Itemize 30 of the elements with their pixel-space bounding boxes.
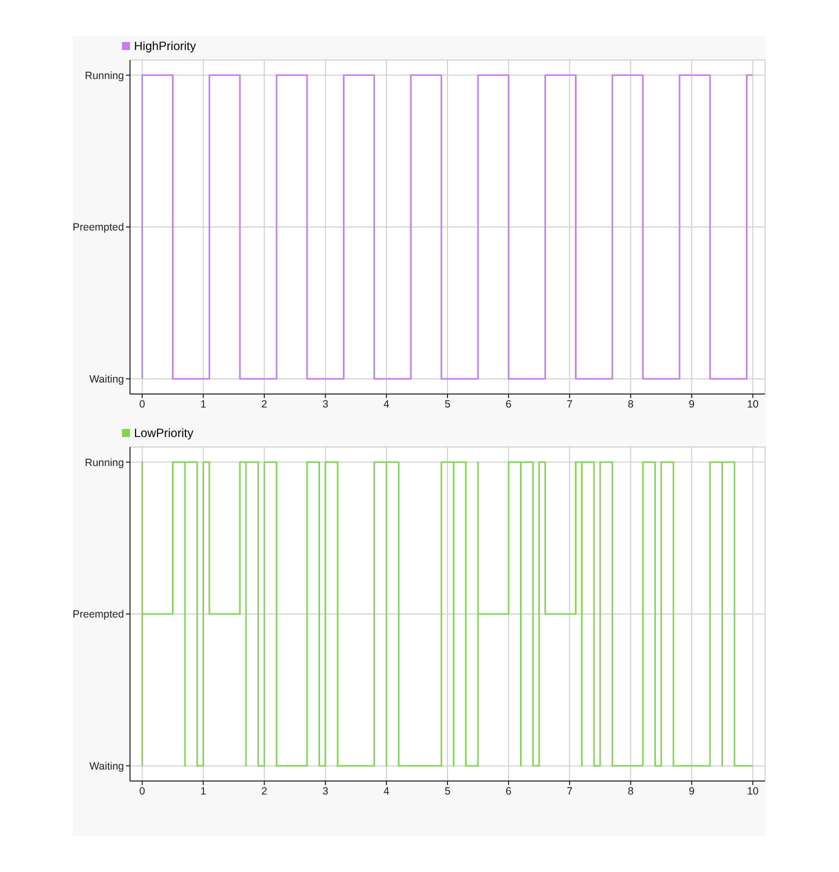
x-tick-label: 9 xyxy=(688,398,695,410)
x-tick-label: 8 xyxy=(628,398,634,410)
x-tick-label: 6 xyxy=(506,398,512,410)
category-label: Preempted xyxy=(72,608,124,621)
category-label: Waiting xyxy=(89,760,124,773)
category-label: Waiting xyxy=(89,374,124,386)
x-tick-label: 10 xyxy=(746,398,759,410)
x-tick-label: 5 xyxy=(444,785,451,798)
legend-label: LowPriority xyxy=(133,426,194,440)
x-tick-label: 3 xyxy=(322,785,328,798)
x-tick-label: 2 xyxy=(261,785,268,798)
x-tick-label: 0 xyxy=(139,785,146,798)
x-tick-label: 4 xyxy=(384,398,390,410)
x-tick-label: 6 xyxy=(506,785,512,798)
category-label: Preempted xyxy=(72,222,124,234)
x-tick-label: 10 xyxy=(746,785,759,798)
x-tick-label: 7 xyxy=(566,398,573,410)
category-label: Running xyxy=(84,456,124,469)
x-tick-label: 0 xyxy=(139,398,146,410)
x-tick-label: 1 xyxy=(200,785,206,798)
legend-label: HighPriority xyxy=(133,39,196,53)
x-tick-label: 4 xyxy=(384,785,390,798)
x-tick-label: 5 xyxy=(444,398,451,410)
x-tick-label: 1 xyxy=(200,398,206,410)
x-tick-label: 3 xyxy=(322,398,328,410)
x-tick-label: 9 xyxy=(688,785,695,798)
category-label: Running xyxy=(84,70,124,82)
x-tick-label: 7 xyxy=(566,785,573,798)
x-tick-label: 2 xyxy=(261,398,268,410)
x-tick-label: 8 xyxy=(628,785,634,798)
